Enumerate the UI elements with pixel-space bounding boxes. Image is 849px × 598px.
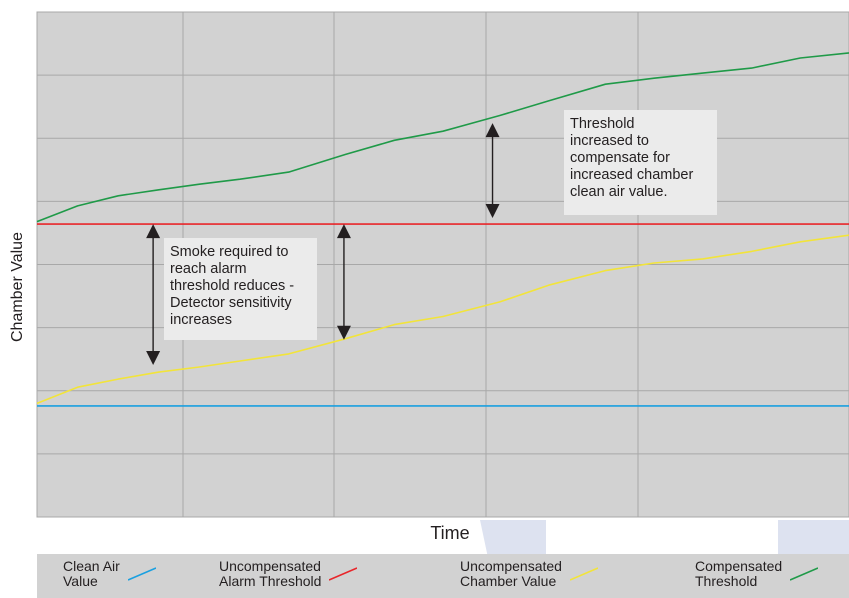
y-axis-label: Chamber Value <box>9 232 26 342</box>
legend-swatch <box>569 567 598 581</box>
double-arrow <box>146 224 161 365</box>
x-axis-label: Time <box>430 523 470 543</box>
legend-swatch <box>127 567 156 581</box>
series-group <box>36 52 849 407</box>
legend-item-chamber-value: Uncompensated Chamber Value <box>460 559 598 589</box>
annotation-sensitivity: Smoke required to reach alarm threshold … <box>164 238 317 340</box>
arrows-group <box>146 123 500 365</box>
legend-item-alarm-threshold: Uncompensated Alarm Threshold <box>219 558 358 589</box>
series-line-compensated-threshold <box>36 52 849 223</box>
annotation-threshold: Threshold increased to compensate for in… <box>564 110 717 215</box>
legend-item-clean-air: Clean Air Value <box>63 559 156 589</box>
legend-label: Uncompensated Alarm Threshold <box>219 558 322 589</box>
legend-item-compensated-threshold: Compensated Threshold <box>695 558 819 589</box>
series-line-uncompensated-chamber-value <box>36 234 849 405</box>
legend-label: Clean Air Value <box>63 558 120 589</box>
legend-label: Compensated Threshold <box>695 558 783 589</box>
double-arrow <box>485 123 500 219</box>
double-arrow <box>336 224 351 340</box>
legend: Clean Air Value Uncompensated Alarm Thre… <box>37 554 849 598</box>
legend-swatch <box>790 567 819 581</box>
legend-label: Uncompensated Chamber Value <box>460 558 562 589</box>
legend-swatch <box>329 567 358 581</box>
